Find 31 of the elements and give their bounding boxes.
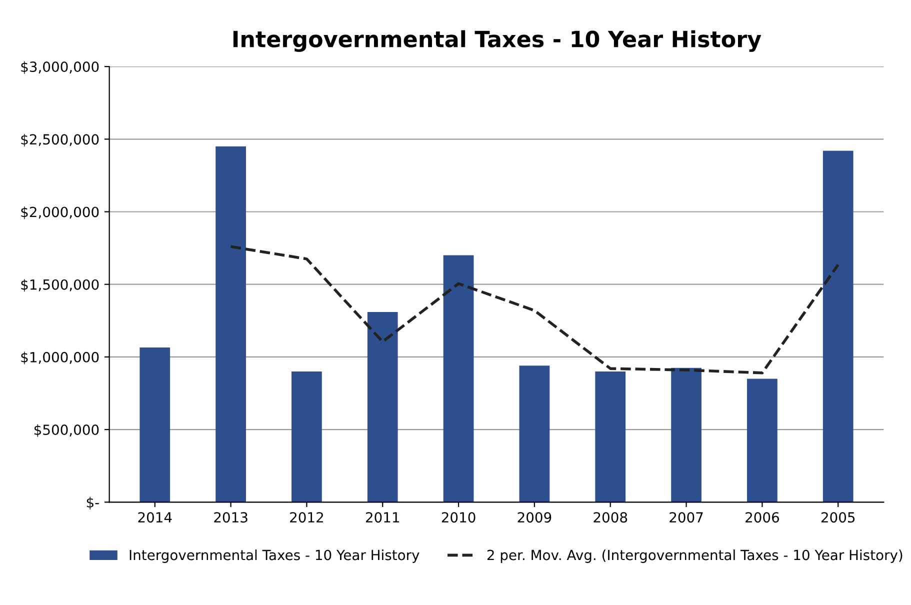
x-tick-label: 2012 <box>290 512 323 523</box>
y-tick-label: $- <box>86 496 99 510</box>
bar <box>671 368 702 502</box>
x-tick-label: 2011 <box>366 512 400 523</box>
chart-title: Intergovernmental Taxes - 10 Year History <box>233 30 762 52</box>
bar <box>443 255 474 502</box>
y-tick-label: $500,000 <box>34 424 99 437</box>
y-tick-label: $1,000,000 <box>21 352 99 364</box>
line-series <box>229 245 840 374</box>
legend-label: 2 per. Mov. Avg. (Intergovernmental Taxes - 10 Year History) <box>487 550 902 563</box>
x-tick-label: 2005 <box>821 512 855 523</box>
bar <box>595 371 626 502</box>
bar <box>747 378 778 502</box>
x-tick-label: 2008 <box>594 512 628 523</box>
x-tick-label: 2006 <box>746 512 779 523</box>
x-tick-label: 2009 <box>518 512 552 523</box>
x-tick-label: 2007 <box>670 512 703 523</box>
x-tick-label: 2014 <box>138 512 172 523</box>
y-tick-label: $3,000,000 <box>21 61 99 74</box>
x-tick-label: 2013 <box>214 512 248 523</box>
bar <box>216 146 246 502</box>
bar <box>822 150 854 502</box>
y-tick-label: $2,500,000 <box>21 134 99 146</box>
y-tick-label: $2,000,000 <box>21 206 99 220</box>
bar <box>367 312 398 502</box>
bar <box>140 348 170 502</box>
x-tick-label: 2010 <box>442 512 476 523</box>
y-tick-label: $1,500,000 <box>21 279 99 292</box>
bar <box>519 366 550 502</box>
bar <box>292 371 322 502</box>
legend-label: Intergovernmental Taxes - 10 Year History <box>130 550 420 563</box>
